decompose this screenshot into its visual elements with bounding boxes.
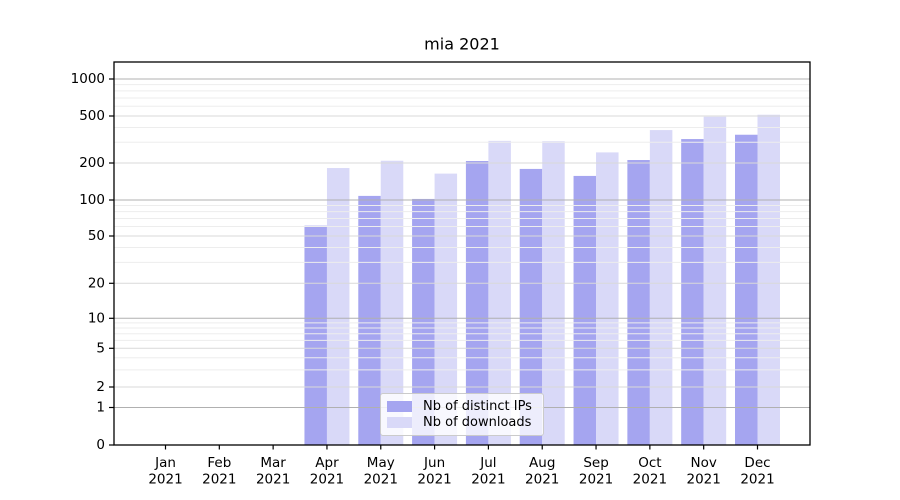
x-tick-label-month: Feb: [207, 455, 231, 471]
y-tick-label: 10: [88, 310, 105, 326]
x-tick-label-month: Aug: [529, 455, 555, 471]
legend: Nb of distinct IPs Nb of downloads: [380, 393, 544, 436]
x-tick-label-month: Dec: [744, 455, 770, 471]
bar-downloads: [326, 168, 350, 445]
bar-distinct-ips: [681, 139, 704, 445]
x-tick-label-month: Jun: [423, 455, 445, 471]
y-tick-label: 500: [79, 108, 105, 124]
bar-downloads: [649, 130, 673, 445]
bar-distinct-ips: [573, 175, 597, 446]
y-tick-label: 200: [79, 155, 105, 171]
x-tick-label-month: Mar: [260, 455, 286, 471]
bar-distinct-ips: [627, 160, 650, 445]
x-tick-label-month: May: [367, 455, 395, 471]
bar-downloads: [596, 152, 619, 445]
x-tick-label-year: 2021: [633, 472, 667, 488]
axis-frame: [113, 61, 811, 446]
x-tick-label-year: 2021: [310, 472, 344, 488]
bar-distinct-ips: [519, 168, 543, 445]
y-tick-label: 1000: [71, 71, 105, 87]
x-tick-label-month: Jan: [154, 455, 176, 471]
x-tick-label-year: 2021: [417, 472, 451, 488]
bar-distinct-ips: [465, 160, 489, 445]
x-tick-label-year: 2021: [202, 472, 236, 488]
bar-downloads: [542, 141, 565, 446]
x-tick-label-year: 2021: [148, 472, 182, 488]
bar-downloads: [434, 173, 458, 445]
y-tick-label: 2: [96, 379, 105, 395]
legend-swatch-distinct-ips: [387, 400, 412, 412]
bar-distinct-ips: [734, 134, 758, 445]
x-tick-label-month: Apr: [315, 455, 339, 471]
bar-downloads: [488, 140, 511, 446]
x-tick-label-year: 2021: [579, 472, 613, 488]
chart-title: mia 2021: [424, 35, 500, 54]
x-tick-label-year: 2021: [687, 472, 721, 488]
y-tick-label: 0: [96, 437, 105, 453]
bar-distinct-ips: [358, 195, 381, 445]
bar-downloads: [380, 160, 404, 446]
y-tick-label: 50: [88, 228, 105, 244]
y-tick-label: 20: [88, 275, 105, 291]
x-tick-label-year: 2021: [364, 472, 398, 488]
legend-label-downloads: Nb of downloads: [423, 415, 532, 431]
x-tick-label-month: Jul: [479, 455, 496, 471]
bar-downloads: [757, 114, 780, 446]
x-tick-label-month: Nov: [691, 455, 717, 471]
y-tick-label: 1: [96, 400, 105, 416]
x-tick-label-year: 2021: [256, 472, 290, 488]
y-tick-label: 5: [96, 340, 105, 356]
bar-distinct-ips: [412, 198, 435, 445]
x-tick-label-month: Sep: [583, 455, 608, 471]
bar-distinct-ips: [304, 225, 327, 445]
legend-item-distinct-ips: Nb of distinct IPs: [387, 399, 537, 414]
legend-swatch-downloads: [387, 417, 412, 429]
legend-item-downloads: Nb of downloads: [387, 415, 537, 430]
bar-downloads: [703, 116, 727, 445]
x-tick-label-year: 2021: [525, 472, 559, 488]
x-tick-label-month: Oct: [638, 455, 661, 471]
legend-label-distinct-ips: Nb of distinct IPs: [423, 398, 532, 414]
x-tick-label-year: 2021: [740, 472, 774, 488]
x-tick-label-year: 2021: [471, 472, 505, 488]
y-tick-label: 100: [79, 192, 105, 208]
